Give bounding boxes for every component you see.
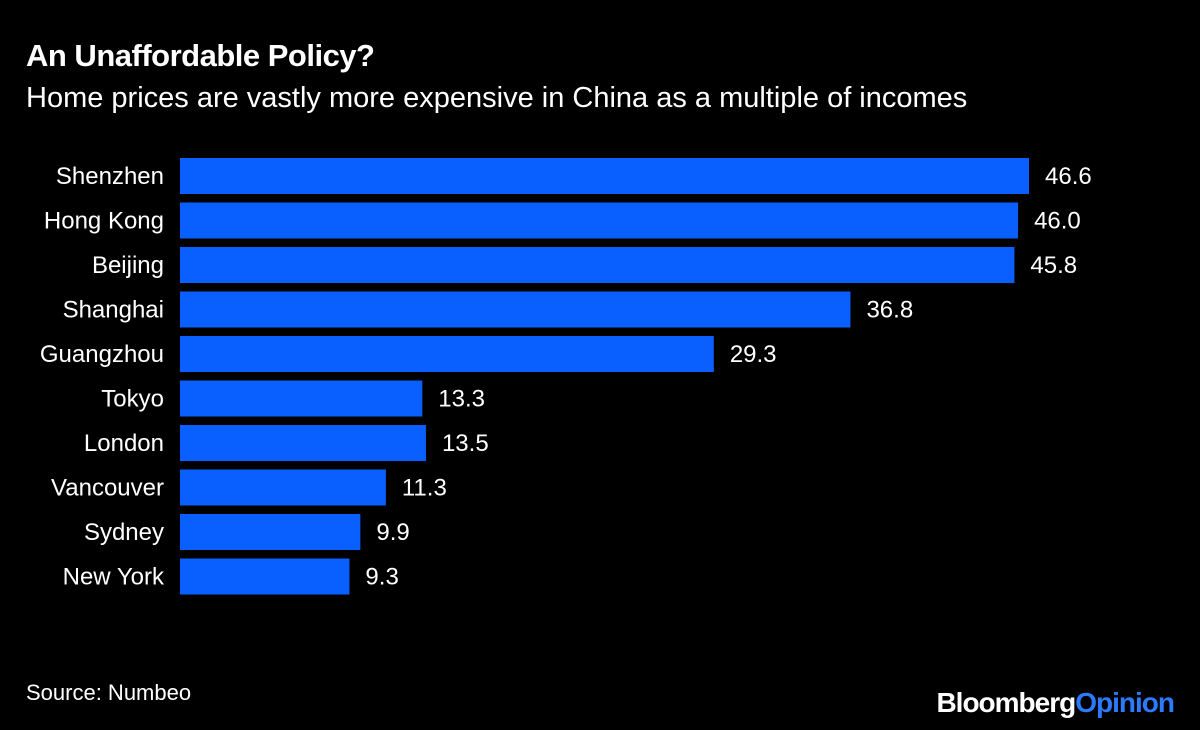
- chart-subtitle: Home prices are vastly more expensive in…: [26, 82, 968, 114]
- value-label: 36.8: [866, 297, 913, 324]
- bloomberg-opinion-logo: BloombergOpinion: [936, 687, 1175, 719]
- logo-brand: Bloomberg: [936, 687, 1076, 718]
- value-label: 9.3: [365, 564, 398, 591]
- category-label: London: [84, 430, 164, 457]
- value-label: 46.6: [1045, 163, 1092, 190]
- category-label-group: Shenzhen Hong Kong Beijing Shanghai Guangzho…: [40, 163, 165, 591]
- bar-london: [180, 425, 426, 461]
- value-label: 11.3: [402, 475, 447, 502]
- category-label: New York: [63, 564, 165, 591]
- source-note: Source: Numbeo: [26, 680, 192, 705]
- bar-vancouver: [180, 469, 386, 506]
- bar-hong-kong: [180, 202, 1019, 239]
- value-label: 13.3: [438, 386, 485, 413]
- category-label: Sydney: [84, 519, 164, 546]
- bar-shanghai: [180, 291, 851, 328]
- logo-product: Opinion: [1075, 687, 1175, 718]
- value-label: 29.3: [730, 341, 777, 368]
- bar-guangzhou: [180, 336, 714, 372]
- bar-group: [180, 158, 1029, 595]
- category-label: Vancouver: [51, 475, 164, 502]
- bar-sydney: [180, 514, 361, 550]
- category-label: Shenzhen: [56, 163, 164, 190]
- value-label-group: 46.6 46.0 45.8 36.8 29.3 13.3 13.5 11.3 9.9 9.3: [365, 163, 1091, 591]
- category-label: Hong Kong: [44, 208, 164, 235]
- category-label: Shanghai: [63, 297, 164, 324]
- value-label: 45.8: [1030, 252, 1077, 279]
- bar-shenzhen: [180, 158, 1029, 194]
- value-label: 13.5: [442, 430, 489, 457]
- bar-new-york: [180, 558, 350, 595]
- bar-tokyo: [180, 380, 423, 417]
- category-label: Beijing: [92, 252, 164, 279]
- value-label: 46.0: [1034, 208, 1081, 235]
- category-label: Guangzhou: [40, 341, 164, 368]
- category-label: Tokyo: [101, 386, 164, 413]
- chart-title: An Unaffordable Policy?: [26, 38, 375, 73]
- bar-beijing: [180, 247, 1015, 283]
- value-label: 9.9: [376, 519, 409, 546]
